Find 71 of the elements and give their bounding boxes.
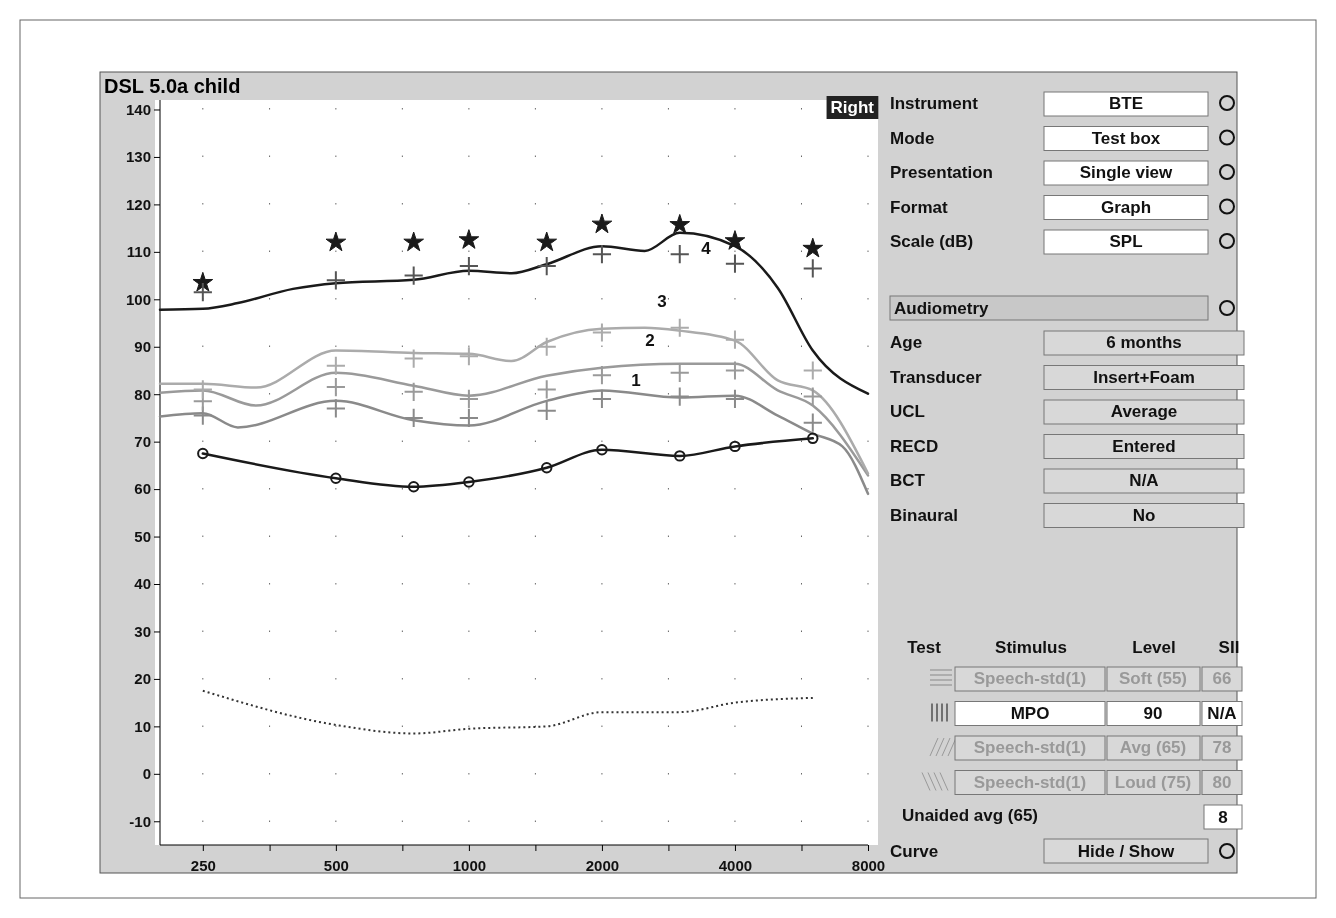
text: Loud (75) xyxy=(1114,772,1192,792)
y-tick-label: 130 xyxy=(125,148,151,166)
text: Format xyxy=(890,197,948,217)
text: BCT xyxy=(890,471,926,490)
text: No xyxy=(1132,505,1156,525)
y-tick-label: 10 xyxy=(134,717,151,735)
y-tick-label: 30 xyxy=(134,622,151,640)
y-tick-label: 40 xyxy=(134,575,151,593)
x-tick-label: 4000 xyxy=(718,856,753,874)
text: 66 xyxy=(1212,669,1232,688)
text: Curve xyxy=(890,842,939,861)
text: Test xyxy=(907,638,942,657)
text: Average xyxy=(1110,402,1178,421)
text: RECD xyxy=(890,436,939,456)
text: BTE xyxy=(1109,94,1143,113)
y-tick-label: 120 xyxy=(125,195,151,213)
y-tick-label: -10 xyxy=(129,812,151,830)
y-tick-label: 0 xyxy=(142,765,151,783)
y-tick-label: 50 xyxy=(134,527,151,545)
text: Level xyxy=(1132,638,1176,657)
text: Speech-std(1) xyxy=(973,738,1087,757)
annotation: 4 xyxy=(701,239,712,259)
annotation: 2 xyxy=(645,331,655,351)
y-tick-label: 20 xyxy=(134,670,151,688)
text: UCL xyxy=(890,402,925,421)
text: Speech-std(1) xyxy=(973,669,1087,688)
text: 78 xyxy=(1212,738,1232,757)
annotation: 3 xyxy=(657,292,667,312)
text: Soft (55) xyxy=(1119,669,1187,688)
x-tick-label: 250 xyxy=(190,856,216,874)
text: Scale (dB) xyxy=(890,232,974,251)
y-tick-label: 110 xyxy=(126,243,151,261)
text: 90 xyxy=(1143,703,1163,723)
text: Entered xyxy=(1112,436,1176,456)
text: SPL xyxy=(1109,232,1143,251)
text: Instrument xyxy=(890,94,979,113)
text: Transducer xyxy=(890,367,983,387)
text: Age xyxy=(890,333,923,352)
text: N/A xyxy=(1207,703,1237,723)
x-tick-label: 500 xyxy=(323,856,349,874)
text: Binaural xyxy=(890,505,959,525)
text: Stimulus xyxy=(995,638,1067,657)
text: Presentation xyxy=(890,163,993,182)
y-tick-label: 60 xyxy=(134,480,151,498)
text: 8 xyxy=(1218,808,1228,827)
text: Single view xyxy=(1079,163,1174,182)
y-tick-label: 70 xyxy=(134,432,151,450)
text: Mode xyxy=(890,128,935,148)
y-tick-label: 140 xyxy=(125,100,151,118)
text: 80 xyxy=(1212,772,1232,792)
x-tick-label: 1000 xyxy=(452,856,487,874)
text: 6 months xyxy=(1106,333,1182,352)
y-tick-label: 100 xyxy=(125,290,151,308)
text: Graph xyxy=(1100,197,1152,217)
annotation: 1 xyxy=(631,371,641,391)
text: Avg (65) xyxy=(1119,738,1187,757)
text: MPO xyxy=(1010,703,1050,723)
text: SII xyxy=(1218,638,1240,657)
y-tick-label: 90 xyxy=(134,338,151,356)
annotation: Right xyxy=(830,98,875,117)
chart-title: DSL 5.0a child xyxy=(104,75,241,97)
y-tick-label: 80 xyxy=(134,385,151,403)
text: Unaided avg (65) xyxy=(902,806,1039,825)
text: Hide / Show xyxy=(1077,842,1175,861)
text: N/A xyxy=(1129,471,1159,490)
text: Speech-std(1) xyxy=(973,772,1087,792)
x-tick-label: 8000 xyxy=(851,856,886,874)
text: Audiometry xyxy=(894,299,989,318)
text: Test box xyxy=(1091,128,1161,148)
x-tick-label: 2000 xyxy=(585,856,620,874)
text: Insert+Foam xyxy=(1093,367,1195,387)
